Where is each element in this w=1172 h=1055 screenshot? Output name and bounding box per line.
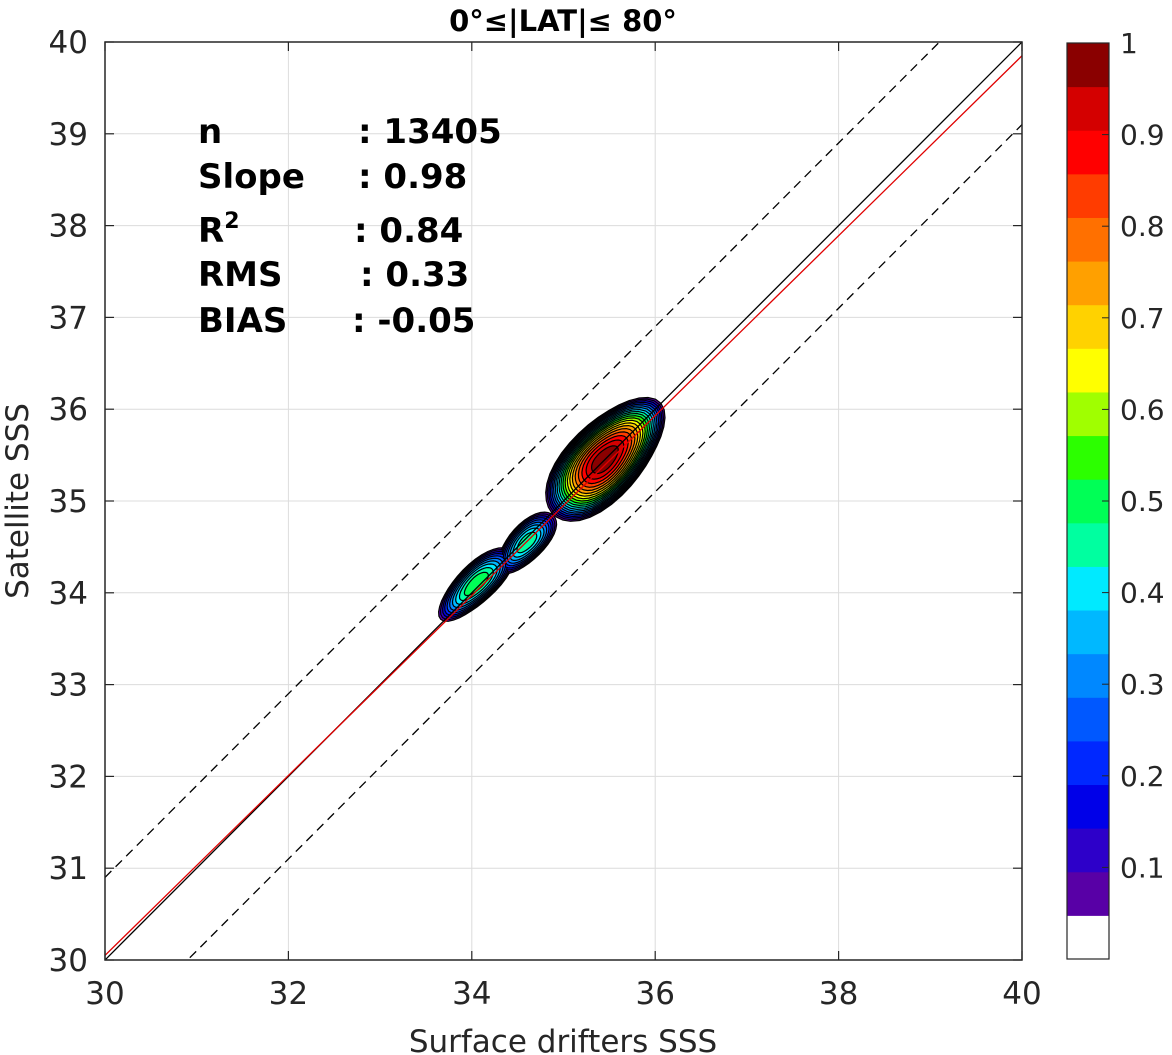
lower-bound-line [186,124,1022,960]
regression-line [105,55,1022,956]
colorbar-segment [1067,173,1109,218]
colorbar-segment [1067,697,1109,742]
colorbar-segment [1067,871,1109,916]
colorbar-tick-label: 0.5 [1120,485,1165,518]
stat-value: : -0.05 [352,301,475,341]
stat-label: RMS [198,255,283,295]
colorbar-segment [1067,43,1109,88]
chart-title: 0°≤|LAT|≤ 80° [449,4,677,38]
colorbar-segment [1067,391,1109,437]
colorbar-tick-label: 0.8 [1120,210,1165,243]
colorbar-tick-label: 0.6 [1120,393,1165,426]
axis-ticks: 30 32 34 36 38 40 30 31 32 33 34 35 36 37 38 39 40 [49,25,1042,1012]
colorbar-segment [1067,522,1109,567]
one-to-one-line [105,42,1022,960]
colorbar-tick-label: 1 [1120,27,1138,60]
colorbar-tick-label: 0.2 [1120,760,1165,793]
colorbar-segment [1067,86,1109,131]
colorbar-segment [1067,435,1109,480]
colorbar-segment [1067,348,1109,393]
density-contours [437,396,666,622]
stat-value: : 0.98 [358,157,467,197]
y-tick-label: 36 [49,392,88,428]
x-tick-label: 36 [635,976,674,1012]
stat-value: : 0.84 [354,211,463,251]
stat-label: R2 [198,209,240,251]
x-tick-label: 38 [819,976,858,1012]
stats-box: n : 13405 Slope : 0.98 R2 : 0.84 RMS : 0.33 BIAS… [198,112,502,341]
colorbar-segment [1067,610,1109,655]
x-tick-label: 40 [1002,976,1041,1012]
colorbar-segment [1067,740,1109,786]
colorbar-segment [1067,915,1109,960]
colorbar: 1 0.9 0.8 0.7 0.6 0.5 0.4 0.3 0.2 0.1 [1066,27,1165,960]
y-tick-label: 39 [49,117,88,153]
y-tick-label: 33 [49,668,88,704]
colorbar-segment [1067,304,1109,349]
stat-label: BIAS [198,301,287,341]
colorbar-segment [1067,653,1109,698]
stat-label: n [198,112,222,152]
y-tick-label: 32 [49,759,88,795]
y-tick-label: 30 [49,943,88,979]
y-tick-label: 38 [49,209,88,245]
colorbar-segment [1067,828,1109,873]
x-tick-label: 34 [452,976,491,1012]
colorbar-tick-label: 0.9 [1120,119,1165,152]
colorbar-segment [1067,217,1109,262]
y-axis-label: Satellite SSS [0,403,36,599]
colorbar-tick-label: 0.4 [1120,577,1165,610]
y-tick-label: 40 [49,25,88,61]
y-tick-label: 35 [49,484,88,520]
stat-value: : 0.33 [360,255,469,295]
y-tick-label: 31 [49,851,88,887]
colorbar-segment [1067,130,1109,175]
x-tick-label: 30 [85,976,124,1012]
colorbar-tick-label: 0.3 [1120,668,1165,701]
stat-label: Slope [198,157,305,197]
x-tick-label: 32 [269,976,308,1012]
stat-value: : 13405 [358,112,502,152]
colorbar-tick-label: 0.7 [1120,302,1165,335]
colorbar-segment [1067,566,1109,611]
colorbar-tick-label: 0.1 [1120,851,1165,884]
y-tick-label: 37 [49,300,88,336]
colorbar-segment [1067,261,1109,306]
reference-lines [105,42,1022,960]
x-axis-label: Surface drifters SSS [409,1024,717,1055]
upper-bound-line [105,42,941,878]
colorbar-segment [1067,784,1109,829]
y-tick-label: 34 [49,576,88,612]
